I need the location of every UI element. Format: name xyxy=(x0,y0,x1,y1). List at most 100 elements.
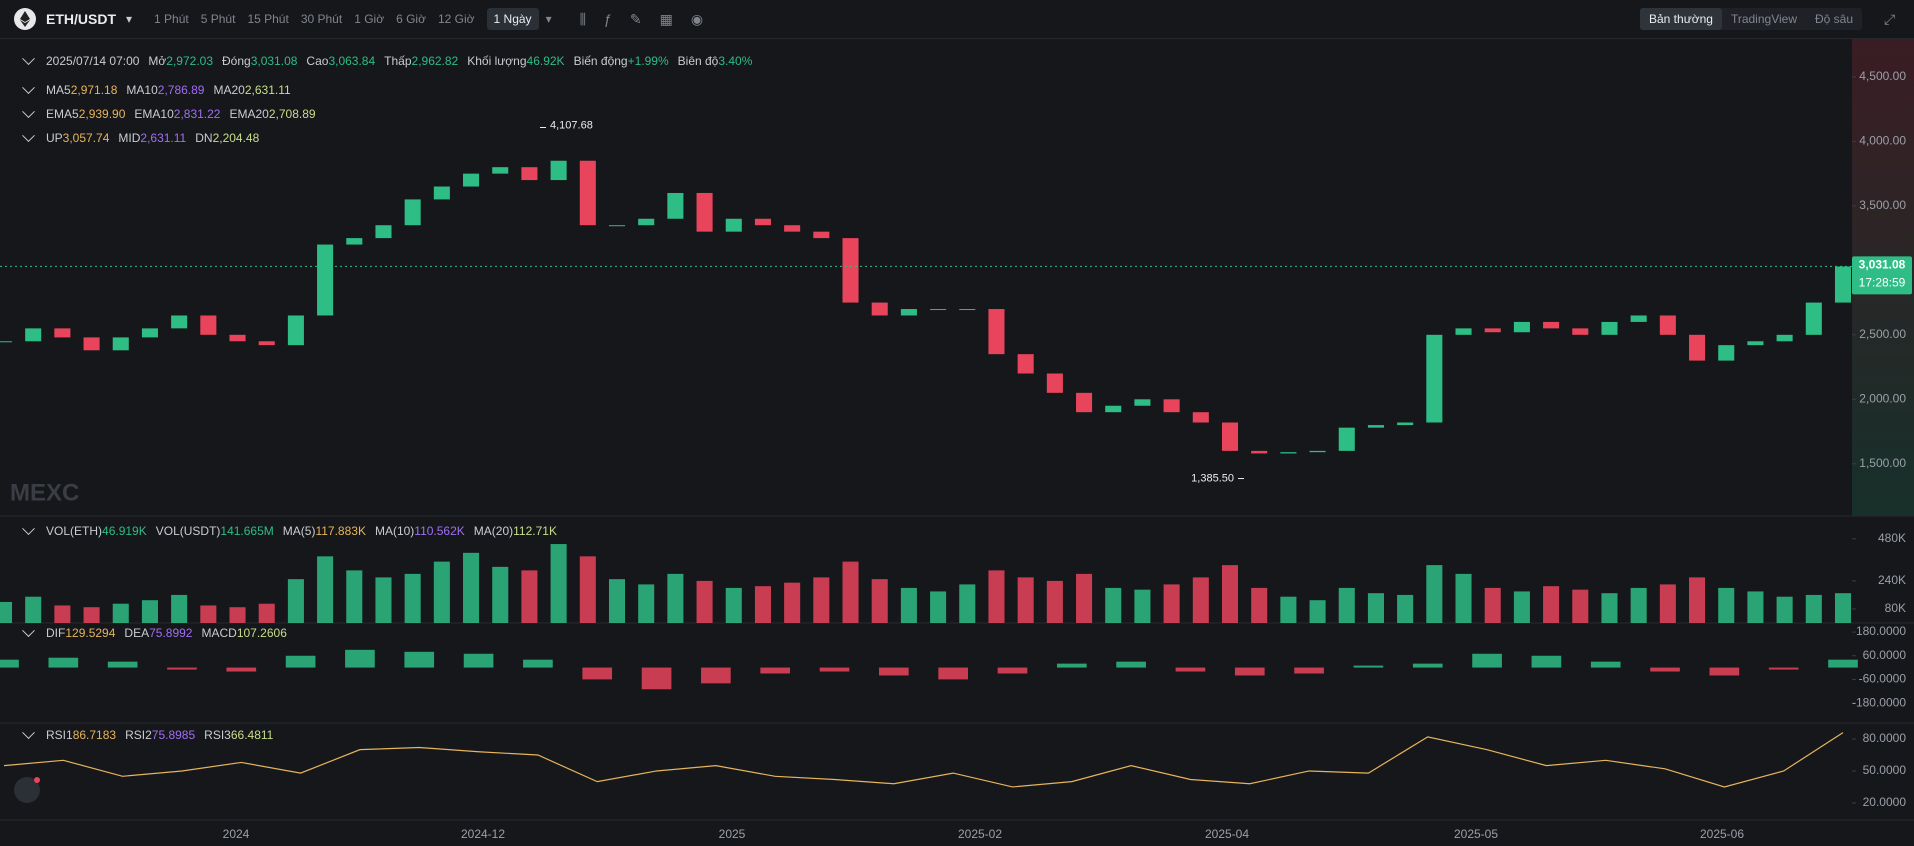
indicator-item: DIF129.5294 xyxy=(46,626,115,640)
view-tab[interactable]: Bản thường xyxy=(1640,8,1722,30)
chevron[interactable] xyxy=(22,623,35,637)
chevron[interactable] xyxy=(22,80,35,94)
view-tab[interactable]: Độ sâu xyxy=(1815,12,1854,26)
ohlc-label: Biên độ xyxy=(677,54,719,68)
y-tick-label: 240K xyxy=(1878,573,1906,587)
interval[interactable]: 12 Giờ xyxy=(437,12,475,26)
indicator-label: DIF xyxy=(46,626,66,640)
volume-bar xyxy=(0,601,13,623)
indicator-label: UP xyxy=(46,131,63,145)
active-interval[interactable]: 1 Ngày xyxy=(486,8,539,30)
indicator-label: MA10 xyxy=(126,83,158,97)
indicator-label: MA(20) xyxy=(473,524,514,538)
candle xyxy=(1630,315,1647,322)
candle xyxy=(1309,450,1326,453)
candle xyxy=(1834,266,1852,303)
layout-icon[interactable]: ▦ xyxy=(659,10,673,27)
macd-bar xyxy=(345,649,375,668)
candle xyxy=(375,225,392,239)
candle xyxy=(1747,341,1764,346)
volume-bar xyxy=(579,556,596,623)
interval[interactable]: 1 Phút xyxy=(154,12,189,26)
low-label: 1,385.50 xyxy=(1191,472,1234,484)
macd-bar xyxy=(1116,661,1146,668)
y-tick-label: -180.0000 xyxy=(1852,695,1906,709)
volume-bar xyxy=(1338,587,1355,623)
chevron[interactable] xyxy=(22,725,35,739)
volume-bar xyxy=(1543,586,1560,623)
indicator-item: MA(20)112.71K xyxy=(474,524,557,538)
chevron[interactable] xyxy=(22,128,35,142)
y-tick-label: 50.0000 xyxy=(1863,763,1907,777)
interval-dropdown[interactable]: ▾ xyxy=(545,12,552,26)
indicator-icon[interactable]: ⫼ xyxy=(579,10,587,27)
candle xyxy=(1017,354,1034,374)
indicator-value: 141.665M xyxy=(220,524,274,538)
indicator-label: EMA10 xyxy=(134,107,174,121)
macd-bar xyxy=(879,667,909,676)
indicator-label: DN xyxy=(195,131,213,145)
indicator-value: 110.562K xyxy=(414,524,465,538)
ohlc-value: 3,031.08 xyxy=(250,54,298,68)
candle xyxy=(0,341,13,343)
indicator-item: EMA102,831.22 xyxy=(134,107,220,121)
toolbar: ETH/USDT ▾ 1 Phút 5 Phút 15 Phút 30 Phút 1 G… xyxy=(0,0,1914,39)
volume-bar xyxy=(871,579,888,623)
candle xyxy=(1718,345,1735,361)
indicator-label: MACD xyxy=(201,626,237,640)
rsi-line xyxy=(3,732,1844,788)
macd-bar xyxy=(938,667,968,680)
volume-bar xyxy=(784,582,801,623)
macd-bar xyxy=(1056,663,1087,668)
macd-bar xyxy=(641,667,672,690)
eth-logo xyxy=(14,8,36,30)
chevron[interactable] xyxy=(22,521,35,535)
y-tick-label: 1,500.00 xyxy=(1859,456,1906,470)
y-tick-label: 3,500.00 xyxy=(1859,198,1906,212)
fx-icon[interactable]: ƒ xyxy=(604,10,612,27)
interval[interactable]: 30 Phút xyxy=(300,12,343,26)
candle xyxy=(1397,422,1414,426)
view-tab[interactable]: TradingView xyxy=(1730,12,1797,26)
volume-bar xyxy=(550,544,567,623)
draw-icon[interactable]: ✎ xyxy=(629,10,642,27)
watermark: MEXC xyxy=(10,479,79,506)
chevron[interactable] xyxy=(22,51,35,65)
chevron[interactable] xyxy=(22,104,35,118)
last-price-label: 3,031.08 xyxy=(1859,258,1906,272)
volume-bar xyxy=(463,552,480,623)
macd-bar xyxy=(1828,659,1858,668)
candle xyxy=(1105,405,1122,413)
interval[interactable]: 6 Giờ xyxy=(396,12,426,26)
macd-bar xyxy=(1709,667,1740,676)
candle xyxy=(959,309,976,311)
candle xyxy=(1455,328,1472,335)
volume-bar xyxy=(112,603,129,623)
indicator-row: DIF129.5294 DEA75.8992 MACD107.2606 xyxy=(22,623,287,640)
fullscreen-icon[interactable]: ⤢ xyxy=(1884,10,1896,27)
calendar-button[interactable] xyxy=(14,777,40,803)
indicator-value: 2,631.11 xyxy=(244,83,291,97)
ohlc-item: Mở2,972.03 xyxy=(148,54,213,68)
symbol[interactable]: ETH/USDT xyxy=(46,11,116,27)
x-tick-label: 2025 xyxy=(719,827,746,841)
candle xyxy=(900,309,917,316)
ohlc-value: 46.92K xyxy=(526,54,565,68)
symbol-dropdown[interactable]: ▾ xyxy=(126,12,133,26)
interval[interactable]: 5 Phút xyxy=(200,12,236,26)
macd-bar xyxy=(1768,667,1799,670)
candle xyxy=(258,341,275,346)
candle xyxy=(813,231,830,239)
candle xyxy=(200,315,217,335)
volume-bar xyxy=(1105,587,1122,623)
indicator-value: 75.8992 xyxy=(149,626,193,640)
ohlc-row: 2025/07/14 07:00 Mở2,972.03 Đóng3,031.08 Ca… xyxy=(22,51,752,68)
indicator-value: 66.4811 xyxy=(230,728,274,742)
interval[interactable]: 15 Phút xyxy=(247,12,289,26)
volume-bar xyxy=(725,587,742,623)
candle xyxy=(1192,412,1209,423)
candle xyxy=(1426,334,1443,423)
camera-icon[interactable]: ◉ xyxy=(690,10,704,27)
interval[interactable]: 1 Giờ xyxy=(354,12,385,26)
